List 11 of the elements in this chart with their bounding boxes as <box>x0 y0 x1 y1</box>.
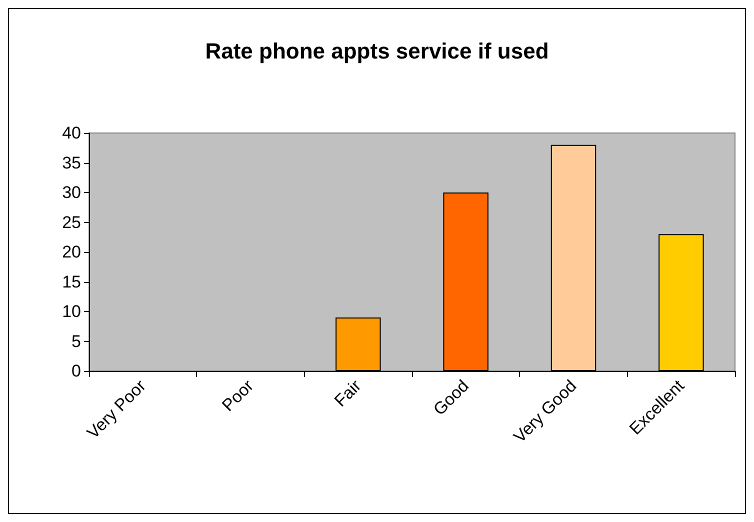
x-tick-label: Fair <box>330 376 366 410</box>
y-tick-label: 30 <box>62 183 81 202</box>
y-tick-label: 25 <box>62 212 81 232</box>
y-tick-label: 5 <box>72 332 81 351</box>
y-tick-label: 20 <box>62 242 81 262</box>
y-tick-label: 0 <box>72 362 81 380</box>
chart-title: Rate phone appts service if used <box>205 38 549 64</box>
y-tick-label: 10 <box>62 302 81 321</box>
y-tick-label: 15 <box>62 272 81 292</box>
y-tick-label: 40 <box>62 124 81 142</box>
y-tick-label: 35 <box>62 153 81 172</box>
